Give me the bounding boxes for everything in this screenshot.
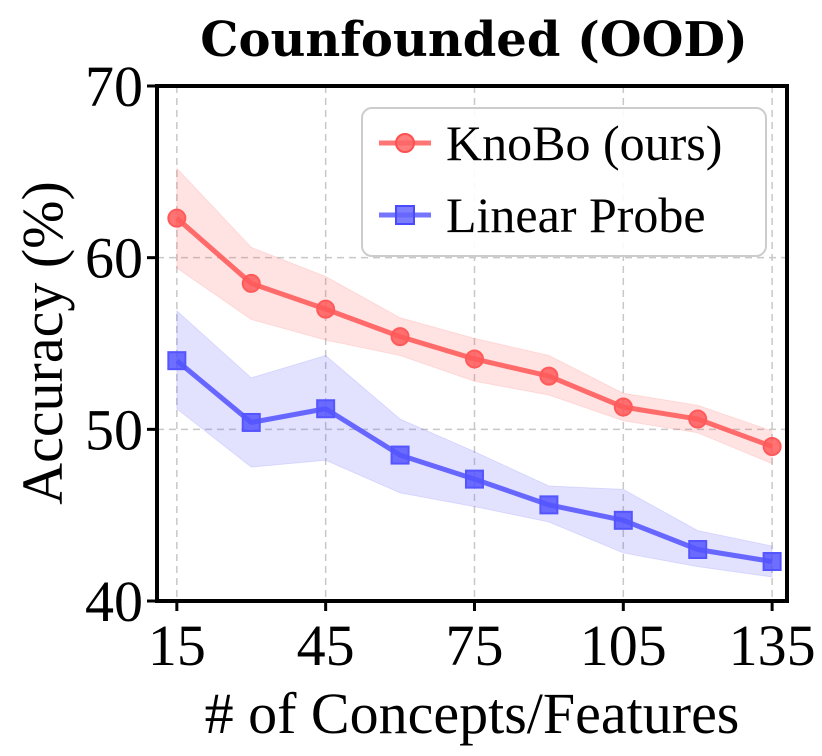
point-knobo-ours bbox=[613, 397, 633, 417]
point-linear-probe bbox=[167, 351, 187, 371]
data-markers bbox=[167, 208, 782, 572]
point-linear-probe bbox=[762, 552, 782, 572]
y-tick-label: 70 bbox=[85, 54, 143, 119]
x-axis-label: # of Concepts/Features bbox=[205, 681, 740, 746]
point-linear-probe bbox=[390, 445, 410, 465]
legend-marker-knobo bbox=[395, 133, 415, 153]
y-tick-label: 60 bbox=[85, 226, 143, 291]
point-linear-probe bbox=[539, 495, 559, 515]
band-linear-probe bbox=[176, 309, 773, 578]
point-linear-probe bbox=[688, 540, 708, 559]
y-tick-label: 40 bbox=[85, 569, 143, 634]
point-knobo-ours bbox=[167, 208, 187, 228]
point-knobo-ours bbox=[316, 299, 336, 319]
point-linear-probe bbox=[613, 510, 633, 530]
y-tick-label: 50 bbox=[85, 397, 143, 462]
confidence-bands bbox=[176, 167, 773, 578]
point-knobo-ours bbox=[241, 273, 261, 293]
legend-label-linear-probe: Linear Probe bbox=[446, 187, 706, 243]
plot-frame bbox=[155, 84, 789, 603]
axis-ticks: 40 50 60 70 15 45 75 105 135 bbox=[85, 54, 816, 678]
point-knobo-ours bbox=[688, 409, 708, 429]
y-axis-label: Accuracy (%) bbox=[10, 181, 75, 505]
x-tick-label: 45 bbox=[297, 613, 355, 678]
point-linear-probe bbox=[464, 469, 484, 489]
point-knobo-ours bbox=[762, 437, 782, 456]
point-knobo-ours bbox=[539, 366, 559, 386]
legend: KnoBo (ours) Linear Probe bbox=[361, 107, 767, 257]
x-tick-label: 15 bbox=[148, 613, 206, 678]
x-tick-label: 105 bbox=[580, 613, 667, 678]
legend-marker-linear-probe bbox=[395, 205, 415, 225]
chart-title: Counfounded (OOD) bbox=[200, 12, 748, 68]
legend-box bbox=[361, 107, 767, 257]
legend-label-knobo: KnoBo (ours) bbox=[446, 115, 722, 171]
point-knobo-ours bbox=[464, 349, 484, 369]
band-knobo-ours bbox=[176, 167, 773, 465]
point-linear-probe bbox=[241, 412, 261, 432]
x-tick-label: 135 bbox=[729, 613, 816, 678]
x-tick-label: 75 bbox=[445, 613, 503, 678]
point-linear-probe bbox=[316, 399, 336, 419]
point-knobo-ours bbox=[390, 327, 410, 347]
